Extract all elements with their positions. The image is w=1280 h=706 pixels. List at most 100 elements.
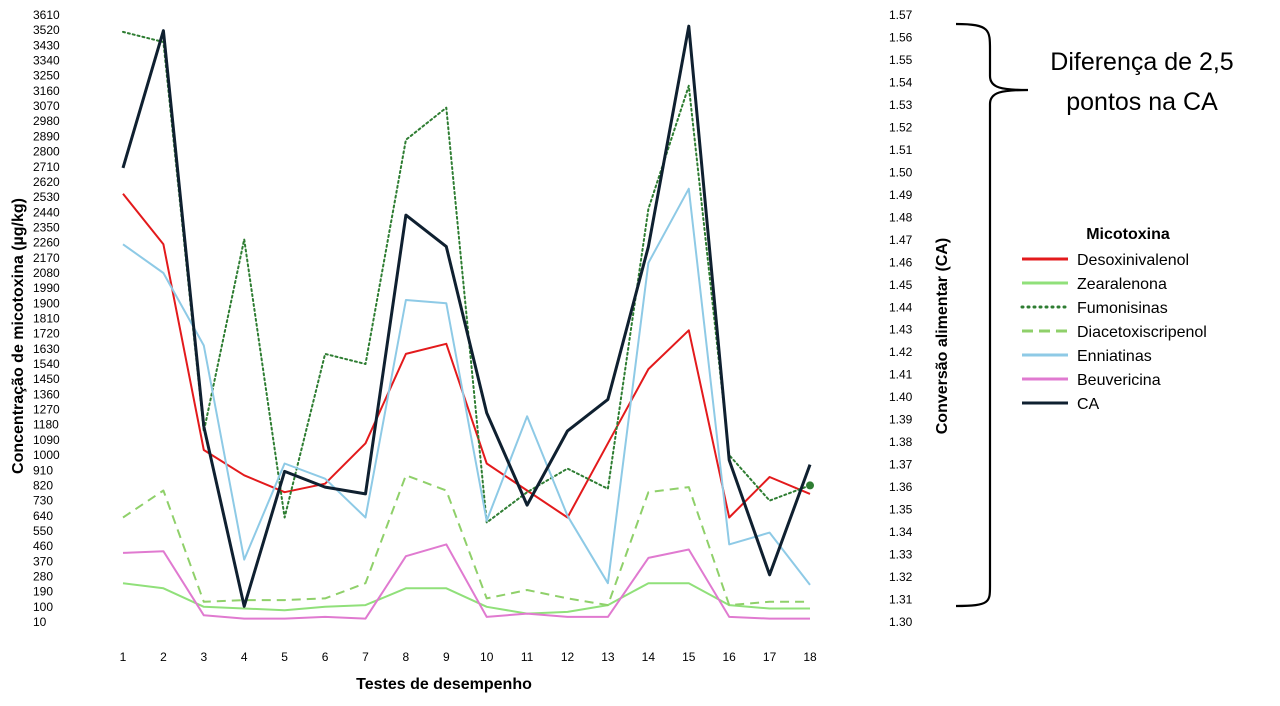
x-tick-label: 3 — [200, 650, 207, 664]
series-line-beuvericina — [122, 543, 810, 620]
y2-tick-label: 1.56 — [889, 30, 913, 44]
y-tick-label: 550 — [33, 524, 53, 538]
y2-tick-label: 1.31 — [889, 593, 913, 607]
series-lines — [121, 24, 814, 620]
x-tick-label: 13 — [601, 650, 615, 664]
y-tick-label: 2350 — [33, 220, 60, 234]
y-tick-label: 1810 — [33, 312, 60, 326]
y2-axis-title: Conversão alimentar (CA) — [934, 238, 951, 435]
y2-tick-label: 1.40 — [889, 390, 913, 404]
y2-tick-label: 1.35 — [889, 503, 913, 517]
y-tick-label: 1900 — [33, 296, 60, 310]
y2-tick-label: 1.47 — [889, 233, 913, 247]
y-tick-label: 1360 — [33, 387, 60, 401]
y-tick-label: 1270 — [33, 403, 60, 417]
y-tick-label: 2890 — [33, 129, 60, 143]
x-tick-label: 6 — [322, 650, 329, 664]
y-axis-title: Concentração de micotoxina (µg/kg) — [10, 198, 27, 474]
x-tick-label: 1 — [120, 650, 127, 664]
y2-tick-label: 1.53 — [889, 98, 913, 112]
legend-label: Beuvericina — [1077, 372, 1161, 389]
y2-tick-label: 1.54 — [889, 75, 913, 89]
series-line-ca — [121, 24, 812, 608]
y-tick-label: 10 — [33, 615, 47, 629]
y-tick-label: 2980 — [33, 114, 60, 128]
y-tick-label: 1450 — [33, 372, 60, 386]
x-axis-ticks: 1 2 3 4 5 6 7 8 9 10 11 12 13 14 15 16 17 18 — [120, 650, 817, 664]
x-tick-label: 4 — [241, 650, 248, 664]
legend-label: Zearalenona — [1077, 276, 1167, 293]
y2-tick-label: 1.33 — [889, 548, 913, 562]
series-line-fumonisinas — [122, 30, 811, 524]
y2-tick-label: 1.41 — [889, 368, 913, 382]
x-tick-label: 8 — [403, 650, 410, 664]
y2-tick-label: 1.34 — [889, 525, 913, 539]
x-tick-label: 17 — [763, 650, 777, 664]
y2-tick-label: 1.52 — [889, 120, 913, 134]
y-tick-label: 1630 — [33, 342, 60, 356]
y2-tick-label: 1.43 — [889, 323, 913, 337]
y-tick-label: 1090 — [33, 433, 60, 447]
y-tick-label: 1720 — [33, 327, 60, 341]
y-tick-label: 910 — [33, 463, 53, 477]
x-tick-label: 5 — [281, 650, 288, 664]
y-tick-label: 3250 — [33, 69, 60, 83]
series-line-desoxinivalenol — [122, 193, 811, 519]
y-tick-label: 3610 — [33, 8, 60, 22]
annotation-line-2: pontos na CA — [1066, 88, 1218, 116]
y2-tick-label: 1.51 — [889, 143, 913, 157]
x-tick-label: 11 — [521, 650, 534, 664]
y-tick-label: 2620 — [33, 175, 60, 189]
brace — [955, 22, 1029, 608]
y-tick-label: 820 — [33, 478, 53, 492]
x-tick-label: 2 — [160, 650, 167, 664]
y-tick-label: 2260 — [33, 236, 60, 250]
x-tick-label: 16 — [722, 650, 736, 664]
y2-tick-label: 1.42 — [889, 345, 913, 359]
y-tick-label: 1540 — [33, 357, 60, 371]
y-tick-label: 1180 — [33, 418, 59, 432]
annotation-line-1: Diferença de 2,5 — [1050, 48, 1233, 76]
x-tick-label: 14 — [642, 650, 656, 664]
y-tick-label: 3520 — [33, 23, 60, 37]
legend: Micotoxina Desoxinivalenol Zearalenona Fum… — [1020, 226, 1207, 413]
y-tick-label: 1990 — [33, 281, 60, 295]
y-tick-label: 280 — [33, 569, 53, 583]
y2-tick-label: 1.50 — [889, 165, 913, 179]
y-tick-label: 2170 — [33, 251, 60, 265]
series-end-marker — [806, 481, 814, 490]
y-tick-label: 190 — [33, 585, 53, 599]
y2-tick-label: 1.46 — [889, 255, 913, 269]
y2-tick-label: 1.37 — [889, 458, 913, 472]
x-axis-title: Testes de desempenho — [356, 676, 532, 693]
y-tick-label: 3160 — [33, 84, 60, 98]
y-tick-label: 370 — [33, 554, 53, 568]
y2-tick-label: 1.55 — [889, 53, 913, 67]
y2-tick-label: 1.32 — [889, 570, 913, 584]
y-tick-label: 460 — [33, 539, 53, 553]
y-tick-label: 730 — [33, 494, 53, 508]
legend-label: Desoxinivalenol — [1077, 252, 1189, 269]
y-tick-label: 2440 — [33, 205, 60, 219]
x-tick-label: 15 — [682, 650, 696, 664]
x-tick-label: 9 — [443, 650, 450, 664]
legend-title: Micotoxina — [1086, 226, 1170, 243]
x-tick-label: 18 — [803, 650, 817, 664]
series-line-diacetoxiscripenol — [122, 474, 810, 607]
y2-axis-ticks: 1.30 1.31 1.32 1.33 1.34 1.35 1.36 1.37 1.38 1.39… — [889, 8, 913, 629]
y-tick-label: 3430 — [33, 38, 60, 52]
y2-tick-label: 1.38 — [889, 435, 913, 449]
x-tick-label: 10 — [480, 650, 494, 664]
legend-label: CA — [1077, 396, 1100, 413]
y-tick-label: 3070 — [33, 99, 60, 113]
y-tick-label: 3340 — [33, 54, 60, 68]
legend-label: Fumonisinas — [1077, 300, 1168, 317]
x-tick-label: 7 — [362, 650, 369, 664]
legend-label: Enniatinas — [1077, 348, 1152, 365]
y-tick-label: 2800 — [33, 145, 60, 159]
y2-tick-label: 1.39 — [889, 413, 913, 427]
y2-tick-label: 1.30 — [889, 615, 913, 629]
legend-label: Diacetoxiscripenol — [1077, 324, 1207, 341]
y-tick-label: 1000 — [33, 448, 60, 462]
